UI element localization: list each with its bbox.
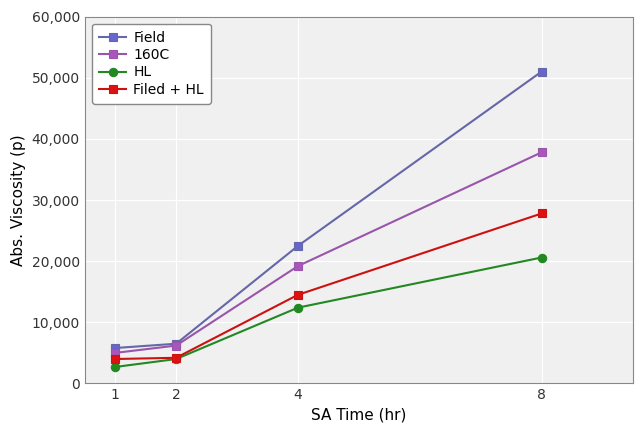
Y-axis label: Abs. Viscosity (p): Abs. Viscosity (p) <box>11 134 26 266</box>
Legend: Field, 160C, HL, Filed + HL: Field, 160C, HL, Filed + HL <box>91 23 211 104</box>
Field <box>172 341 180 346</box>
HL <box>294 305 302 310</box>
160C <box>172 343 180 348</box>
HL <box>172 356 180 362</box>
HL <box>538 255 545 260</box>
Field <box>538 69 545 74</box>
Line: Field: Field <box>111 67 545 352</box>
Field <box>111 345 119 351</box>
X-axis label: SA Time (hr): SA Time (hr) <box>311 408 406 423</box>
160C <box>538 150 545 155</box>
Filed + HL <box>172 355 180 360</box>
Field <box>294 243 302 249</box>
160C <box>294 263 302 269</box>
Line: Filed + HL: Filed + HL <box>111 209 545 363</box>
HL <box>111 365 119 370</box>
Line: 160C: 160C <box>111 148 545 357</box>
160C <box>111 350 119 355</box>
Line: HL: HL <box>111 253 545 371</box>
Filed + HL <box>538 211 545 216</box>
Filed + HL <box>294 292 302 297</box>
Filed + HL <box>111 356 119 362</box>
